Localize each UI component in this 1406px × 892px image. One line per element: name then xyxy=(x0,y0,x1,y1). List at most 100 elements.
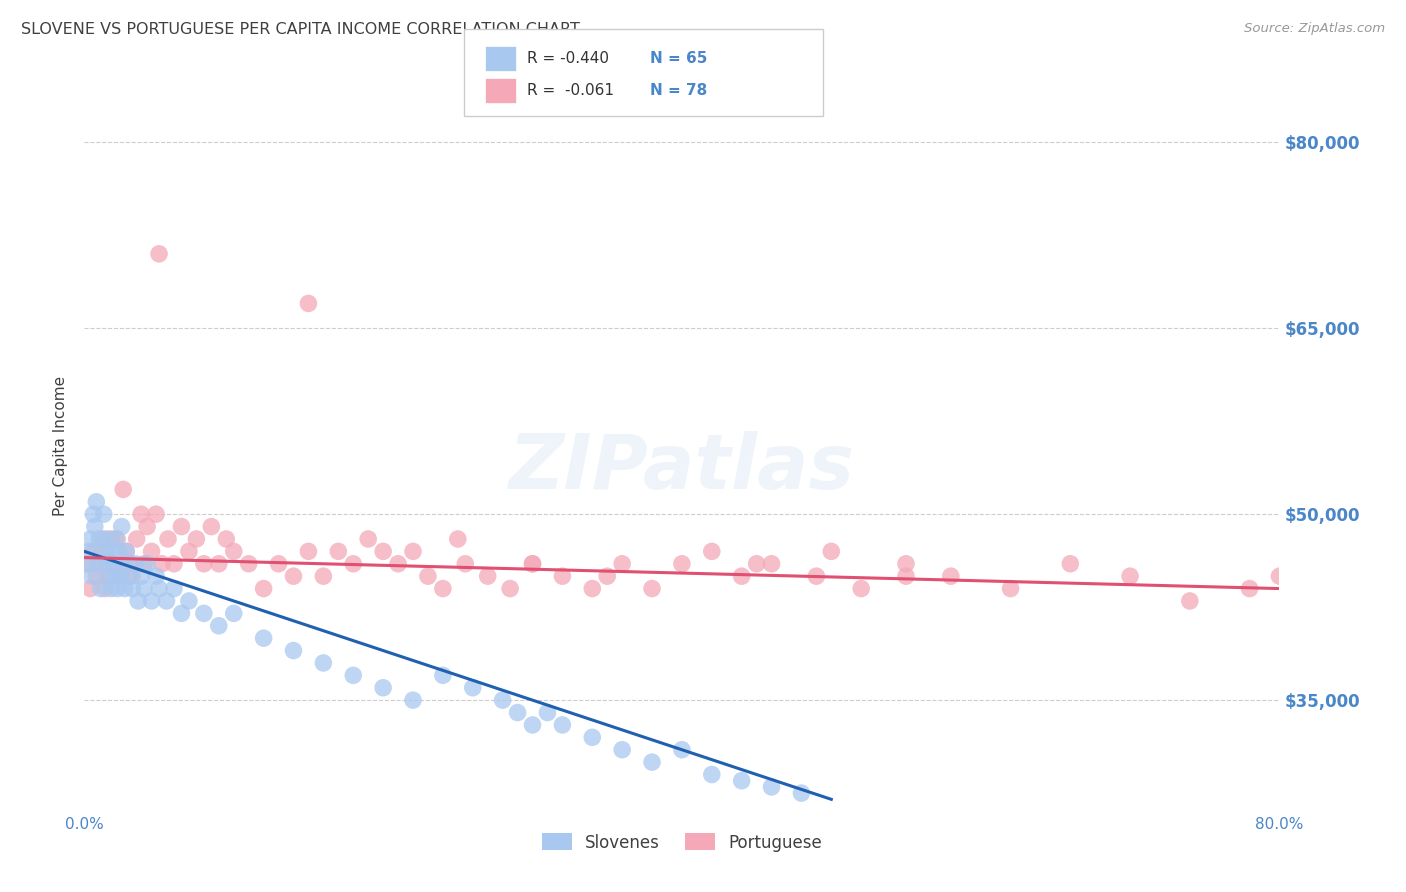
Point xyxy=(641,755,664,769)
Point xyxy=(76,557,98,571)
Point xyxy=(148,247,170,261)
Point xyxy=(82,544,104,558)
Point xyxy=(253,631,276,645)
Point xyxy=(1239,582,1261,596)
Point xyxy=(124,557,146,571)
Point xyxy=(82,507,104,521)
Text: N = 78: N = 78 xyxy=(650,83,707,97)
Point xyxy=(121,569,143,583)
Point xyxy=(700,544,723,558)
Point xyxy=(115,544,138,558)
Point xyxy=(157,532,180,546)
Point xyxy=(461,681,484,695)
Point xyxy=(641,582,664,596)
Point xyxy=(761,557,783,571)
Point xyxy=(612,743,634,757)
Point xyxy=(238,557,260,571)
Point xyxy=(551,718,574,732)
Point xyxy=(96,544,118,558)
Point xyxy=(851,582,873,596)
Point xyxy=(731,569,754,583)
Point xyxy=(612,557,634,571)
Point xyxy=(136,557,159,571)
Point xyxy=(170,607,193,621)
Point xyxy=(79,532,101,546)
Legend: Slovenes, Portuguese: Slovenes, Portuguese xyxy=(536,827,828,858)
Point xyxy=(97,569,120,583)
Point xyxy=(200,519,222,533)
Point xyxy=(328,544,350,558)
Point xyxy=(100,532,122,546)
Point xyxy=(105,582,128,596)
Point xyxy=(536,706,558,720)
Point xyxy=(132,582,156,596)
Point xyxy=(155,594,177,608)
Text: N = 65: N = 65 xyxy=(650,52,707,66)
Point xyxy=(100,582,122,596)
Text: Source: ZipAtlas.com: Source: ZipAtlas.com xyxy=(1244,22,1385,36)
Point xyxy=(145,569,167,583)
Point xyxy=(193,607,215,621)
Point xyxy=(222,544,245,558)
Point xyxy=(402,693,425,707)
Point xyxy=(222,607,245,621)
Point xyxy=(79,582,101,596)
Point xyxy=(103,557,125,571)
Point xyxy=(253,582,276,596)
Point xyxy=(506,706,529,720)
Point xyxy=(96,532,118,546)
Point xyxy=(477,569,499,583)
Y-axis label: Per Capita Income: Per Capita Income xyxy=(53,376,69,516)
Point xyxy=(83,519,105,533)
Point xyxy=(177,594,200,608)
Point xyxy=(208,557,231,571)
Point xyxy=(111,519,134,533)
Point xyxy=(312,569,335,583)
Point xyxy=(129,507,152,521)
Point xyxy=(894,569,917,583)
Point xyxy=(820,544,842,558)
Point xyxy=(132,557,156,571)
Point xyxy=(1119,569,1142,583)
Point xyxy=(447,532,470,546)
Point xyxy=(492,693,515,707)
Point xyxy=(581,731,603,745)
Point xyxy=(86,495,108,509)
Point xyxy=(104,532,127,546)
Point xyxy=(163,582,186,596)
Point xyxy=(80,569,103,583)
Point xyxy=(177,544,200,558)
Point xyxy=(193,557,215,571)
Text: R = -0.440: R = -0.440 xyxy=(527,52,609,66)
Point xyxy=(387,557,409,571)
Point xyxy=(267,557,290,571)
Point xyxy=(127,594,149,608)
Point xyxy=(761,780,783,794)
Point xyxy=(125,532,148,546)
Point xyxy=(806,569,828,583)
Point xyxy=(342,557,364,571)
Point xyxy=(112,557,135,571)
Point xyxy=(87,557,110,571)
Point xyxy=(77,544,100,558)
Point xyxy=(107,544,129,558)
Point xyxy=(432,668,454,682)
Point xyxy=(671,557,693,571)
Point xyxy=(91,532,114,546)
Point xyxy=(89,557,111,571)
Point xyxy=(98,544,121,558)
Point xyxy=(454,557,477,571)
Point xyxy=(745,557,768,571)
Point xyxy=(118,569,141,583)
Point xyxy=(1268,569,1291,583)
Point xyxy=(1000,582,1022,596)
Point xyxy=(114,582,136,596)
Point xyxy=(76,557,98,571)
Point xyxy=(110,569,132,583)
Point xyxy=(581,582,603,596)
Point xyxy=(671,743,693,757)
Point xyxy=(1178,594,1201,608)
Point xyxy=(94,582,117,596)
Point xyxy=(89,532,111,546)
Point xyxy=(170,519,193,533)
